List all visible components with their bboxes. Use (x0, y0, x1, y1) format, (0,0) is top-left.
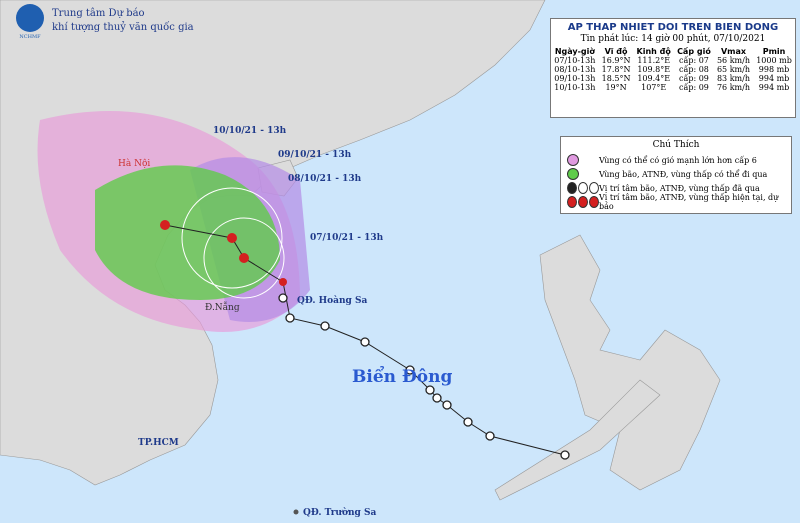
legend-swatch (567, 182, 577, 194)
legend-item: Vị trí tâm bão, ATNĐ, vùng thấp đã qua (561, 181, 791, 195)
column-header: Vmax (720, 47, 747, 56)
past-point (278, 293, 288, 303)
legend-icon (567, 168, 599, 180)
past-point (485, 431, 495, 441)
table-cell: cấp: 09 (678, 74, 709, 83)
place-label: TP.HCM (138, 438, 179, 448)
legend-swatch (589, 182, 599, 194)
table-cell: 109.8°E (637, 65, 671, 74)
legend-text: Vị trí tâm bão, ATNĐ, vùng thấp đã qua (599, 183, 760, 193)
table-cell: 19°N (605, 83, 627, 92)
table-cell: 111.2°E (637, 56, 671, 65)
table-cell: 109.4°E (637, 74, 671, 83)
column-header: Pmin (762, 47, 786, 56)
org-name: khí tượng thuỷ văn quốc gia (52, 22, 194, 33)
table-cell: 07/10-13h (554, 56, 596, 65)
org-name: Trung tâm Dự báo (52, 8, 145, 19)
legend-swatch (578, 196, 588, 208)
legend-swatch (578, 182, 588, 194)
legend: Chú Thích Vùng có thể có gió mạnh lớn hơ… (560, 136, 792, 214)
forecast-circle (203, 217, 285, 299)
current-point (279, 278, 287, 286)
legend-item: Vùng có thể có gió mạnh lớn hơn cấp 6 (561, 153, 791, 167)
storm-zone (95, 165, 280, 300)
column-header: Kinh độ (636, 47, 671, 56)
forecast-points (160, 220, 287, 286)
table-row: 08/10-13h 17.8°N 109.8°E cấp: 08 65 km/h 998 … (551, 65, 795, 74)
table-cell: 1000 mb (756, 56, 792, 65)
legend-text: Vùng có thể có gió mạnh lớn hơn cấp 6 (599, 155, 757, 165)
legend-item: Vị trí tâm bão, ATNĐ, vùng thấp hiện tại… (561, 193, 791, 211)
time-label: 08/10/21 - 13h (288, 174, 362, 184)
table-cell: 994 mb (758, 83, 790, 92)
info-box: AP THAP NHIET DOI TREN BIEN DONG Tin phá… (550, 18, 796, 118)
legend-icon (567, 154, 599, 166)
logo (16, 4, 44, 32)
past-point (425, 385, 435, 395)
legend-text: Vùng bão, ATNĐ, vùng thấp có thể đi qua (599, 169, 768, 179)
column-header: Cấp gió (677, 47, 711, 56)
place-label: Hà Nội (118, 158, 150, 169)
table-cell: 65 km/h (716, 65, 750, 74)
table-cell: 83 km/h (716, 74, 750, 83)
past-point (432, 393, 442, 403)
column-header: Vĩ độ (604, 47, 628, 56)
past-point (405, 365, 415, 375)
table-cell: 17.8°N (601, 65, 631, 74)
table-cell: 56 km/h (716, 56, 750, 65)
legend-text: Vị trí tâm bão, ATNĐ, vùng thấp hiện tại… (599, 193, 779, 211)
table-cell: 107°E (641, 83, 667, 92)
legend-icon (567, 182, 599, 194)
table-cell: 18.5°N (601, 74, 631, 83)
table-cell: cấp: 09 (678, 83, 709, 92)
palawan (494, 379, 661, 501)
place-dot (293, 509, 299, 515)
place-label: QĐ. Trường Sa (303, 507, 376, 518)
past-point (442, 400, 452, 410)
table-cell: 09/10-13h (554, 74, 596, 83)
logo-text: NCHMF (19, 34, 41, 40)
legend-swatch (589, 196, 599, 208)
time-label: 09/10/21 - 13h (278, 150, 352, 160)
table-cell: 10/10-13h (554, 83, 596, 92)
legend-item: Vùng bão, ATNĐ, vùng thấp có thể đi qua (561, 167, 791, 181)
table-cell: 998 mb (758, 65, 790, 74)
forecast-point (160, 220, 170, 230)
table-cell: cấp: 08 (678, 65, 709, 74)
time-label: 10/10/21 - 13h (213, 126, 287, 136)
forecast-point (227, 233, 237, 243)
past-point (320, 321, 330, 331)
table-cell: 16.9°N (601, 56, 631, 65)
past-points (278, 293, 570, 460)
past-point (360, 337, 370, 347)
past-point (285, 313, 295, 323)
legend-icon (567, 196, 599, 208)
table-row: 10/10-13h 19°N 107°E cấp: 09 76 km/h 994 mb (551, 83, 795, 92)
forecast-point (239, 253, 249, 263)
past-point (560, 450, 570, 460)
table-cell: 994 mb (758, 74, 790, 83)
table-cell: 08/10-13h (554, 65, 596, 74)
info-title: AP THAP NHIET DOI TREN BIEN DONG (567, 22, 779, 33)
place-label: Đ.Nẵng (205, 301, 240, 313)
table-cell: 76 km/h (716, 83, 750, 92)
past-point (463, 417, 473, 427)
time-label: 07/10/21 - 13h (310, 233, 384, 243)
table-cell: cấp: 07 (678, 56, 709, 65)
legend-swatch (567, 196, 577, 208)
place-label: QĐ. Hoàng Sa (297, 295, 367, 306)
table-row: 07/10-13h 16.9°N 111.2°E cấp: 07 56 km/h 1000… (551, 56, 795, 65)
table-row: 09/10-13h 18.5°N 109.4°E cấp: 09 83 km/h 994 … (551, 74, 795, 83)
forecast-circle (181, 187, 283, 289)
legend-title: Chú Thích (652, 140, 700, 150)
legend-swatch (567, 168, 579, 180)
info-subtitle: Tin phát lúc: 14 giờ 00 phút, 07/10/2021 (580, 34, 766, 44)
info-table: Ngày-giờ Vĩ độ Kinh độ Cấp gió Vmax Pmin 07/10… (551, 47, 795, 92)
sea-label: Biển Đông (352, 365, 452, 387)
column-header: Ngày-giờ (554, 47, 595, 56)
legend-swatch (567, 154, 579, 166)
philippines (539, 234, 721, 491)
